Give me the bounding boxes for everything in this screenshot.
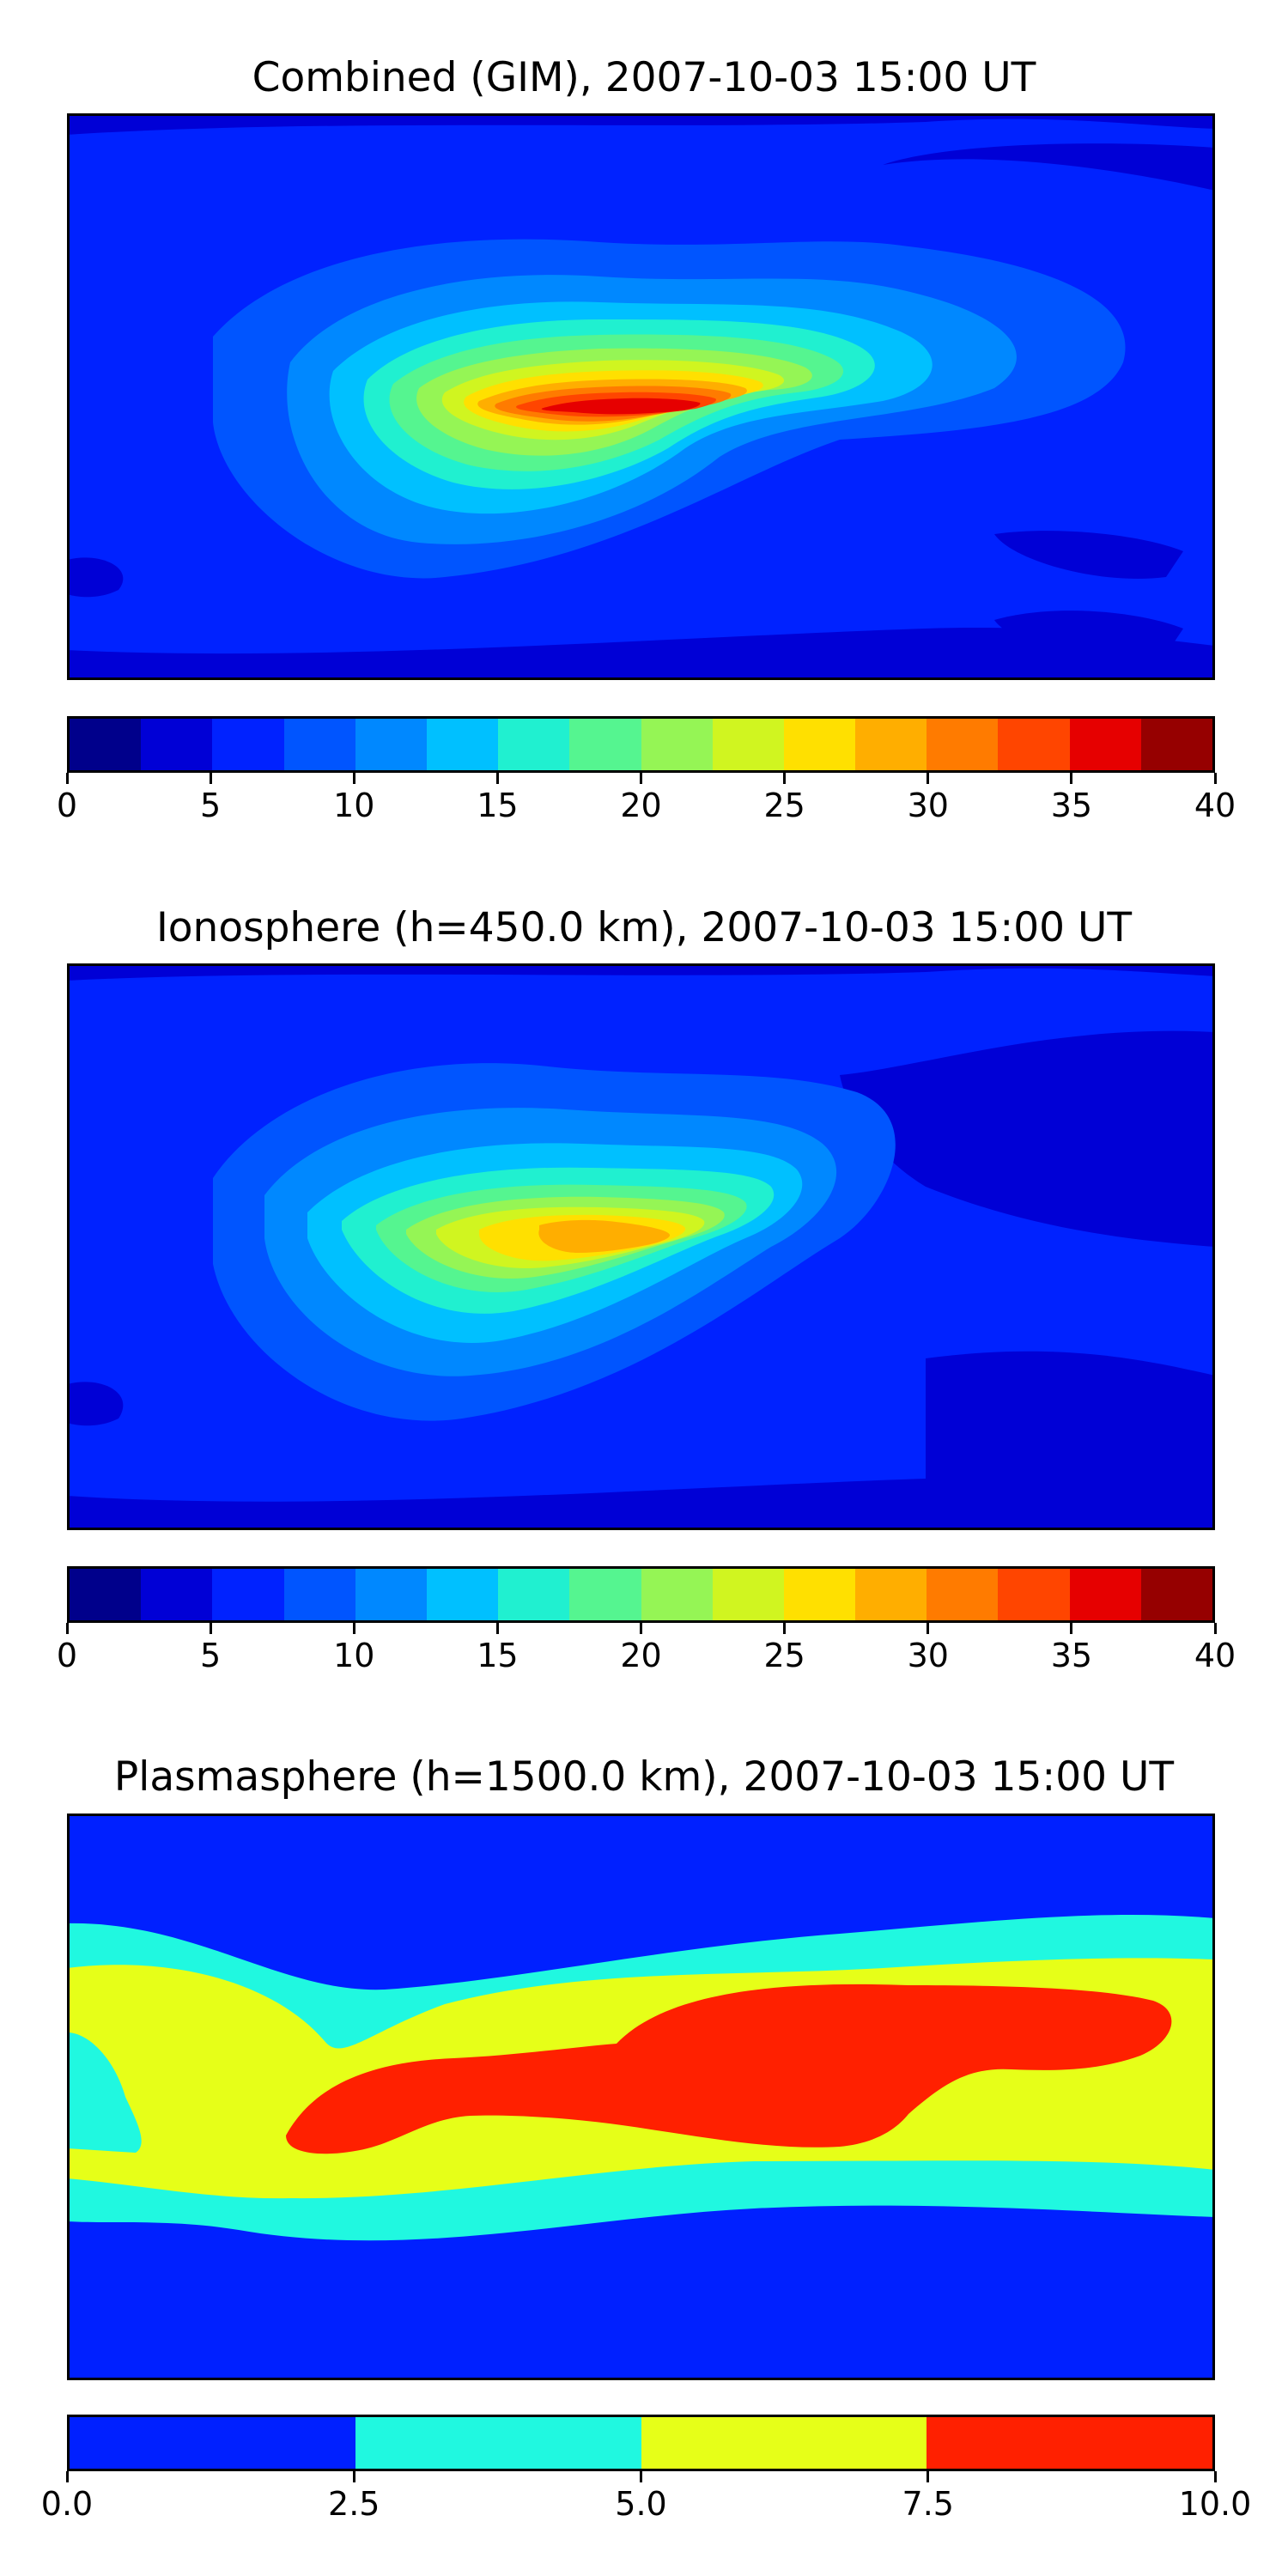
colorbar-level — [70, 1569, 142, 1620]
panel-title-combined: Combined (GIM), 2007-10-03 15:00 UT — [252, 54, 1036, 101]
colorbar-ionosphere — [67, 1566, 1215, 1623]
tick-label: 40 — [1194, 1637, 1236, 1674]
colorbar-level — [426, 719, 499, 770]
colorbar-ticks-combined: 0 5 10 15 20 25 30 35 40 — [57, 773, 1236, 824]
colorbar-ticks-ionosphere: 0 5 10 15 20 25 30 35 40 — [57, 1623, 1236, 1674]
colorbar-level — [426, 1569, 499, 1620]
tick-label: 7.5 — [902, 2485, 954, 2523]
colorbar-level — [1069, 1569, 1141, 1620]
colorbar-level — [70, 2417, 355, 2469]
colorbar-level — [783, 719, 856, 770]
tick-label: 0 — [56, 1637, 78, 1674]
tick-label: 20 — [620, 787, 662, 824]
colorbar-level — [641, 719, 713, 770]
map-plasmasphere — [67, 1814, 1215, 2380]
colorbar-level — [283, 719, 355, 770]
colorbar-combined — [67, 716, 1215, 773]
colorbar-level — [855, 1569, 927, 1620]
colorbar-level — [712, 1569, 784, 1620]
tick-label: 25 — [763, 787, 805, 824]
colorbar-level — [927, 2417, 1212, 2469]
colorbar-level — [141, 719, 213, 770]
tick-label: 15 — [477, 1637, 519, 1674]
tick-label: 25 — [763, 1637, 805, 1674]
tick-label: 10 — [333, 787, 375, 824]
tick-label: 40 — [1194, 787, 1236, 824]
colorbar-level — [927, 1569, 999, 1620]
tick-label: 10.0 — [1178, 2485, 1252, 2523]
tick-label: 30 — [907, 787, 949, 824]
colorbar-level — [712, 719, 784, 770]
tick-label: 5 — [200, 1637, 222, 1674]
tick-label: 2.5 — [328, 2485, 380, 2523]
tick-label: 0 — [56, 787, 78, 824]
colorbar-level — [355, 719, 427, 770]
colorbar-level — [927, 719, 999, 770]
panel-title-plasmasphere: Plasmasphere (h=1500.0 km), 2007-10-03 1… — [113, 1753, 1175, 1801]
tick-label: 30 — [907, 1637, 949, 1674]
colorbar-level — [641, 2417, 927, 2469]
tick-label: 35 — [1050, 1637, 1093, 1674]
colorbar-level — [70, 719, 142, 770]
colorbar-level — [283, 1569, 355, 1620]
colorbar-level — [569, 1569, 641, 1620]
tick-label: 20 — [620, 1637, 662, 1674]
tick-label: 0.0 — [40, 2485, 94, 2523]
colorbar-level — [569, 719, 641, 770]
panel-title-ionosphere: Ionosphere (h=450.0 km), 2007-10-03 15:0… — [155, 904, 1133, 951]
colorbar-level — [355, 1569, 427, 1620]
colorbar-level — [498, 719, 570, 770]
tick-label: 35 — [1050, 787, 1093, 824]
colorbar-level — [855, 719, 927, 770]
colorbar-level — [998, 719, 1070, 770]
colorbar-level — [1069, 719, 1141, 770]
colorbar-level — [1140, 719, 1212, 770]
colorbar-level — [141, 1569, 213, 1620]
colorbar-level — [998, 1569, 1070, 1620]
map-combined — [67, 113, 1215, 680]
colorbar-level — [355, 2417, 641, 2469]
tick-label: 5 — [200, 787, 222, 824]
colorbar-level — [1140, 1569, 1212, 1620]
colorbar-level — [498, 1569, 570, 1620]
colorbar-plasmasphere — [67, 2415, 1215, 2471]
tick-label: 5.0 — [615, 2485, 667, 2523]
colorbar-level — [783, 1569, 856, 1620]
colorbar-level — [212, 1569, 284, 1620]
colorbar-level — [641, 1569, 713, 1620]
colorbar-level — [212, 719, 284, 770]
map-ionosphere — [67, 963, 1215, 1530]
tick-label: 10 — [333, 1637, 375, 1674]
tick-label: 15 — [477, 787, 519, 824]
colorbar-ticks-plasmasphere: 0.0 2.5 5.0 7.5 10.0 — [41, 2471, 1251, 2523]
